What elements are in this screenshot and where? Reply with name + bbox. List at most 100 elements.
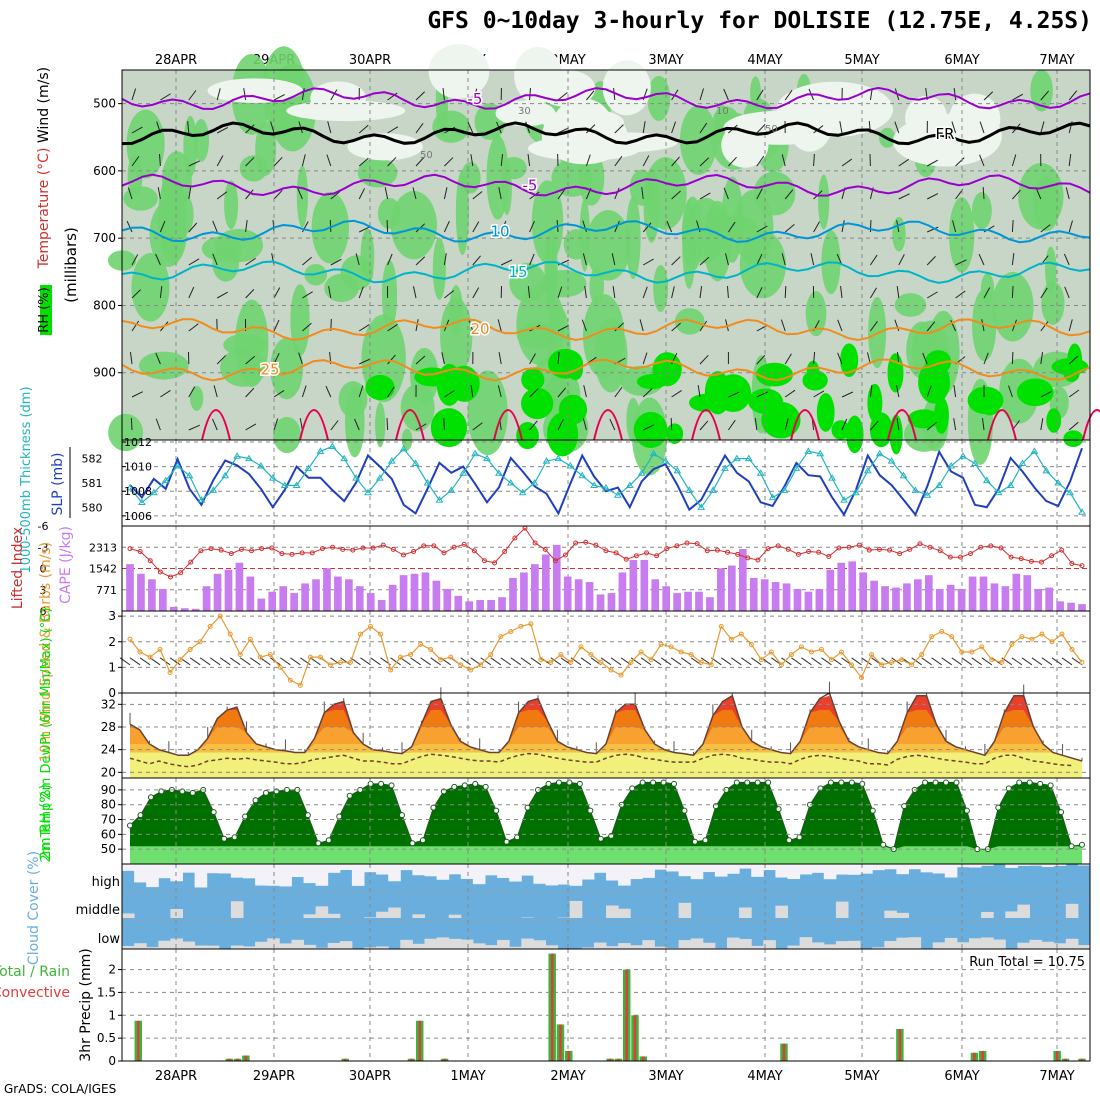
cape-bar — [673, 593, 681, 611]
wind-barb — [497, 319, 502, 332]
lifted-index-point — [846, 544, 852, 550]
wind-barb — [1061, 657, 1073, 666]
rh-point — [493, 807, 500, 814]
rh-cell — [531, 180, 564, 264]
thickness-point — [197, 496, 206, 503]
lifted-index-point — [299, 550, 305, 556]
wind-speed-point — [979, 644, 985, 650]
wind-speed-point — [167, 670, 173, 675]
cape-bar — [596, 594, 605, 611]
wind-speed-point — [889, 659, 895, 665]
rh-point — [932, 779, 939, 786]
lifted-index-point — [988, 543, 994, 549]
wind-barb — [671, 322, 681, 332]
rh-cell — [545, 244, 557, 320]
cloud-high-gap — [436, 864, 450, 880]
cloud-low — [606, 946, 619, 949]
rh-point — [242, 813, 249, 820]
wind-barb — [610, 657, 622, 666]
cape-bar — [169, 606, 178, 611]
lifted-index-point — [816, 549, 822, 555]
rh-cell-saturated — [1046, 408, 1062, 433]
cape-bar — [924, 575, 933, 611]
wind-barb — [699, 354, 709, 365]
thickness-point — [471, 449, 479, 457]
wind-barb — [640, 657, 652, 666]
wind-barb — [699, 192, 711, 200]
wind-barb — [302, 256, 312, 266]
wind-barb — [330, 190, 341, 200]
wind-barb — [557, 188, 566, 200]
wind-speed-point — [337, 659, 343, 665]
lifted-index-point — [127, 546, 133, 552]
cloud-high-gap — [497, 864, 510, 878]
x-tick-label-bottom: 29APR — [253, 1069, 295, 1084]
wind-barb — [412, 187, 417, 200]
precip-convective-bar — [782, 1043, 786, 1061]
pressure-tick-label: 900 — [93, 366, 116, 380]
wind-barb — [213, 385, 218, 398]
wind-barb — [894, 121, 900, 134]
rh-cell — [682, 199, 696, 290]
wind-barb — [730, 657, 742, 666]
thickness-point — [126, 483, 134, 491]
wind-speed-point — [869, 652, 875, 658]
x-tick-label-bottom: 6MAY — [944, 1069, 979, 1084]
slp-tick-label: 1006 — [124, 510, 152, 523]
wind-speed-point — [778, 662, 784, 668]
wind-speed-point — [307, 654, 313, 660]
wind-barb — [330, 420, 339, 431]
cloud-level-label: low — [98, 932, 121, 947]
wind-barb — [529, 87, 531, 101]
rh-cell-saturated — [907, 409, 941, 429]
lifted-index-point — [1038, 559, 1044, 565]
isotherm-label: 20 — [470, 320, 489, 338]
cloud-high-gap — [714, 864, 728, 877]
wind-barb — [330, 89, 338, 101]
wind-barb — [926, 385, 932, 398]
cape-bar — [826, 569, 835, 611]
wind-barb — [480, 657, 492, 666]
temp-tick-label: 24 — [101, 743, 116, 757]
wind-barb — [1065, 187, 1070, 200]
rh-cell — [594, 318, 628, 393]
cape-tick-label: 1542 — [89, 563, 117, 576]
rh-cell-saturated — [448, 365, 480, 402]
wind-barb — [131, 88, 137, 101]
cape-bar — [728, 565, 736, 611]
wind-barb — [756, 155, 765, 167]
lifted-index-point — [228, 551, 234, 557]
cloud-low — [872, 947, 885, 949]
wind-barb — [159, 220, 166, 233]
label: 1000-500mb Thickness (dm) — [19, 386, 34, 573]
wind-barb — [614, 124, 624, 134]
wind-barb — [358, 358, 371, 365]
wind-barb — [1008, 385, 1013, 398]
cloud-high-gap — [400, 864, 413, 871]
rh-cell — [296, 165, 308, 228]
cloud-low — [630, 945, 643, 949]
cloud-high-gap — [388, 864, 401, 882]
wind-barb — [273, 156, 283, 167]
wind-barb — [310, 657, 321, 666]
rh-point — [963, 807, 970, 814]
wind-speed-point — [1019, 634, 1025, 640]
lifted-index-point — [1028, 558, 1034, 564]
slp-tick-label: 1008 — [124, 485, 152, 498]
cloud-high-gap — [122, 864, 135, 871]
wind-barb — [983, 352, 989, 365]
cloud-high-gap — [702, 864, 716, 873]
wind-speed-point — [488, 652, 494, 658]
precip-legend-convective: Convective — [0, 985, 70, 1001]
wind-speed-point — [678, 649, 684, 655]
wind-barb — [1040, 352, 1044, 365]
rh-cell-saturated — [846, 415, 864, 454]
thickness-tick-label: 582 — [82, 453, 103, 466]
rh-point — [943, 779, 949, 786]
cloud-low — [848, 940, 861, 949]
wind-barb — [139, 657, 151, 666]
lifted-index-point — [208, 546, 214, 552]
cape-bar — [290, 593, 298, 611]
slp-tick-label: 1012 — [124, 436, 152, 449]
wind-barb — [245, 157, 255, 167]
